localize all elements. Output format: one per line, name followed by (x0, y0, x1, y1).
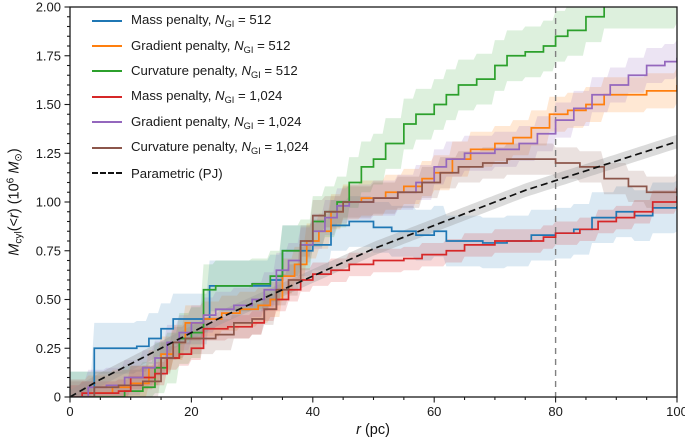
tick-marks (64, 6, 678, 403)
legend-line-sample (92, 45, 122, 48)
legend-line-sample (92, 95, 122, 98)
n-gi-symbol: N (215, 12, 225, 28)
y-tick-label: 0 (54, 390, 61, 405)
y-label-cyl-sub: cyl (13, 231, 25, 244)
y-tick-label: 0.25 (36, 341, 61, 356)
y-tick-label: 1.75 (36, 48, 61, 63)
n-gi-symbol: N (241, 139, 251, 155)
uncertainty-band-2 (70, 7, 677, 397)
legend-item: Mass penalty, NGI = 512 (92, 8, 309, 33)
series-line-0 (70, 205, 677, 397)
tick-labels: 0 20 40 60 80 100 0 0.25 0.50 0.75 1.00 1.25 1.50 1.7… (36, 0, 685, 419)
y-axis-label: Mcyl(<r) (106 M⊙) (5, 148, 25, 256)
x-axis-label: r (pc) (356, 422, 390, 438)
legend-label: Curvature penalty, NGI = 1,024 (131, 139, 309, 157)
legend-item: Gradient penalty, NGI = 512 (92, 33, 309, 58)
legend-label: Parametric (PJ) (131, 165, 223, 181)
y-label-sun-sub: ⊙ (13, 153, 25, 162)
legend-item: Curvature penalty, NGI = 1,024 (92, 135, 309, 160)
legend-line-sample (92, 70, 122, 73)
legend-label: Mass penalty, NGI = 1,024 (131, 88, 283, 106)
y-label-M: M (6, 243, 23, 256)
legend-item: Mass penalty, NGI = 1,024 (92, 84, 309, 109)
x-tick-label: 80 (548, 404, 562, 419)
y-tick-label: 0.75 (36, 243, 61, 258)
legend: Mass penalty, NGI = 512 Gradient penalty,… (92, 8, 309, 186)
y-tick-label: 1.00 (36, 195, 61, 210)
plot-area (70, 7, 677, 397)
legend-label: Gradient penalty, NGI = 512 (131, 37, 291, 55)
y-label-exponent: 6 (5, 177, 17, 184)
x-tick-label: 60 (427, 404, 441, 419)
x-tick-label: 100 (666, 404, 685, 419)
legend-line-sample (92, 172, 122, 175)
uncertainty-band-3 (70, 184, 677, 397)
y-tick-label: 2.00 (36, 0, 61, 15)
uncertainty-band-0 (70, 180, 677, 397)
y-tick-label: 1.50 (36, 97, 61, 112)
x-tick-label: 0 (66, 404, 73, 419)
legend-line-sample (92, 146, 122, 149)
uncertainty-band-4 (70, 40, 677, 397)
x-tick-label: 40 (306, 404, 320, 419)
legend-label: Curvature penalty, NGI = 512 (131, 63, 298, 80)
legend-line-sample (92, 121, 122, 124)
y-tick-label: 1.25 (36, 146, 61, 161)
x-tick-label: 20 (184, 404, 198, 419)
series-line-5 (70, 158, 677, 397)
n-gi-symbol: N (215, 88, 225, 104)
legend-line-sample (92, 19, 122, 22)
series-line-6 (70, 140, 677, 397)
legend-label: Mass penalty, NGI = 512 (131, 12, 272, 30)
n-gi-symbol: N (241, 63, 251, 79)
legend-item: Gradient penalty, NGI = 1,024 (92, 110, 309, 135)
x-label-r: r (356, 422, 361, 438)
n-gi-symbol: N (234, 113, 244, 129)
uncertainty-band-5 (70, 143, 677, 397)
legend-label: Gradient penalty, NGI = 1,024 (131, 113, 302, 131)
legend-item: Curvature penalty, NGI = 512 (92, 59, 309, 84)
y-tick-label: 0.50 (36, 292, 61, 307)
n-gi-symbol: N (234, 37, 244, 53)
series-line-2 (70, 7, 606, 397)
legend-item: Parametric (PJ) (92, 160, 309, 185)
